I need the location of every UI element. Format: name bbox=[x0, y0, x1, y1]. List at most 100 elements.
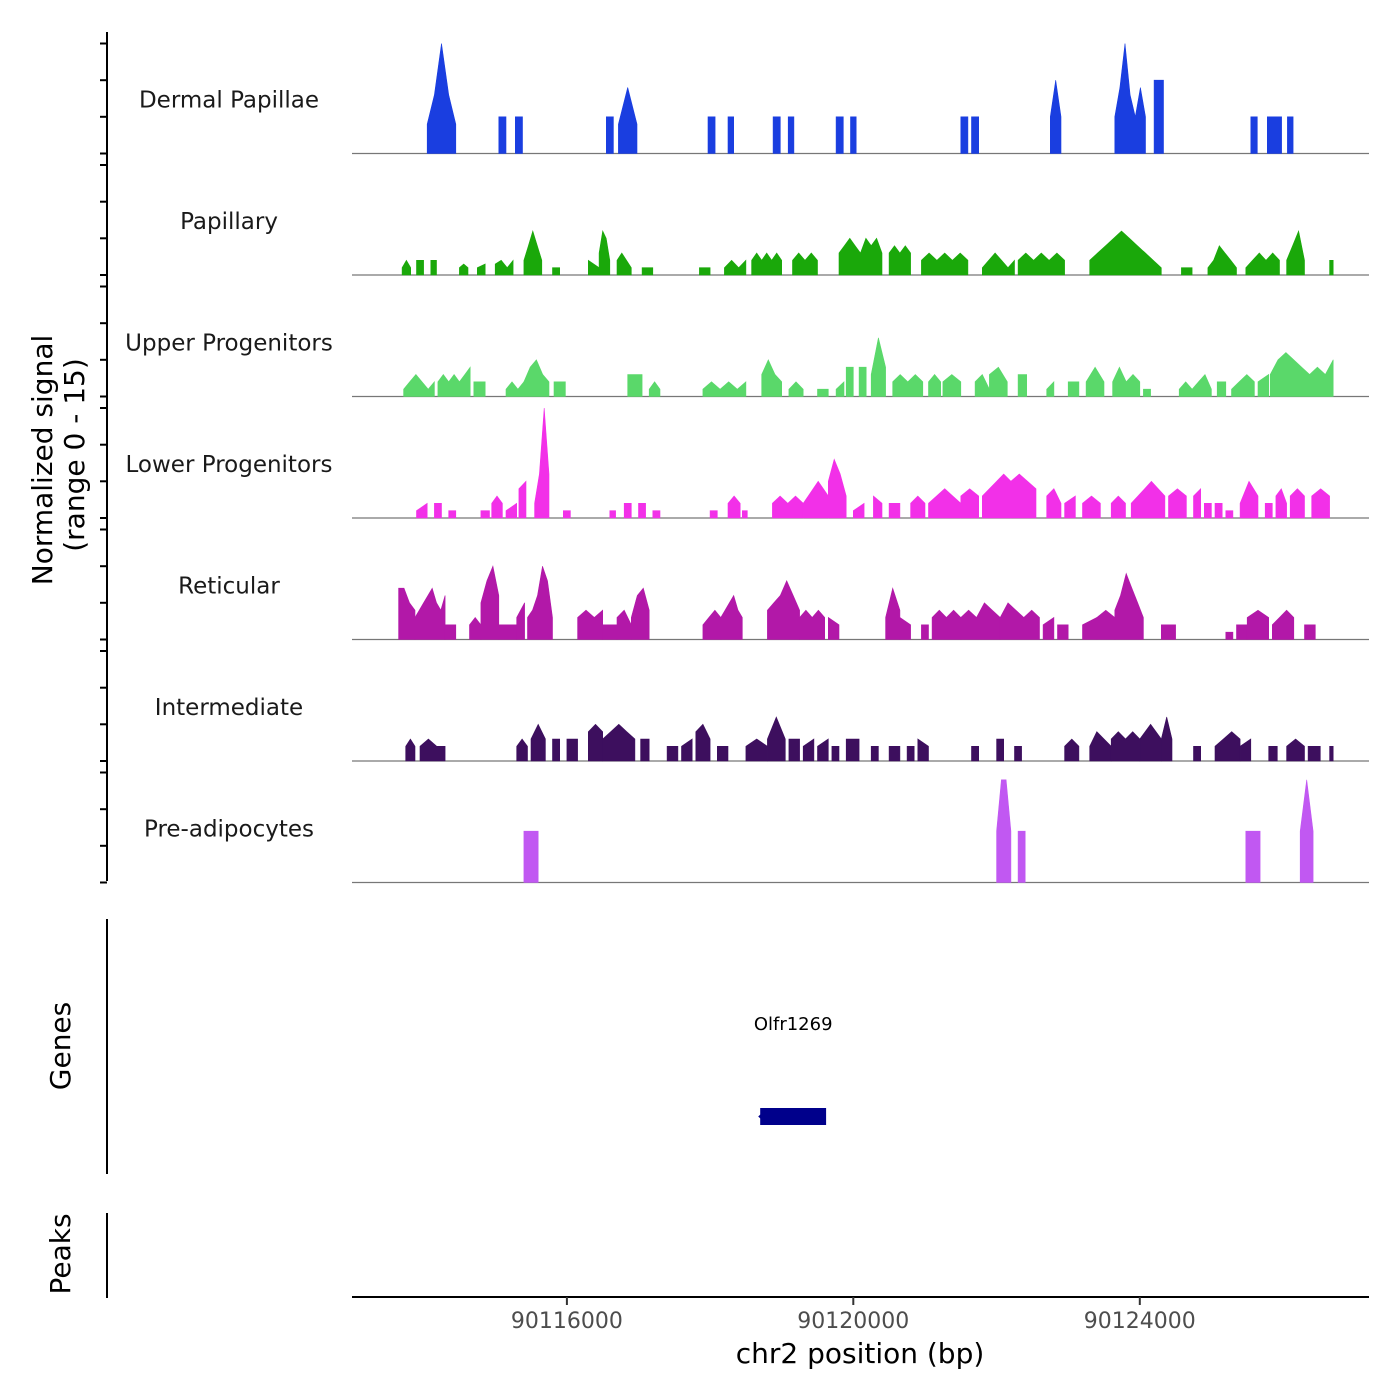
coverage-peak bbox=[996, 738, 1004, 762]
track-label: Dermal Papillae bbox=[139, 88, 319, 114]
coverage-peak bbox=[1017, 252, 1065, 276]
coverage-peak bbox=[1245, 830, 1261, 883]
coverage-peak bbox=[1193, 487, 1201, 519]
coverage-peak bbox=[1286, 229, 1305, 276]
coverage-peak bbox=[817, 738, 829, 762]
coverage-peak bbox=[480, 565, 500, 640]
coverage-peak bbox=[515, 116, 523, 154]
signal-axis-label-line2: (range 0 - 15) bbox=[58, 358, 91, 552]
x-tick-label: 90116000 bbox=[511, 1309, 623, 1334]
coverage-peak bbox=[921, 624, 929, 640]
coverage-peak bbox=[405, 738, 416, 762]
coverage-peak bbox=[845, 738, 860, 762]
track-label: Upper Progenitors bbox=[125, 331, 333, 357]
coverage-peak bbox=[745, 738, 768, 762]
coverage-peak bbox=[563, 510, 571, 519]
coverage-peak bbox=[1057, 624, 1069, 640]
coverage-peak bbox=[534, 407, 550, 519]
coverage-peak bbox=[498, 116, 507, 154]
coverage-peak bbox=[1168, 488, 1187, 519]
coverage-peak bbox=[971, 116, 979, 154]
coverage-peak bbox=[767, 580, 800, 640]
coverage-peak bbox=[702, 609, 722, 640]
coverage-peak bbox=[566, 738, 578, 762]
coverage-peak bbox=[899, 616, 911, 640]
coverage-peak bbox=[921, 252, 969, 276]
coverage-peak bbox=[788, 381, 804, 397]
coverage-peak bbox=[1216, 381, 1227, 397]
coverage-peak bbox=[1110, 495, 1126, 519]
coverage-peak bbox=[598, 230, 611, 276]
coverage-peak bbox=[434, 503, 442, 519]
track-lower-progenitors: Lower Progenitors bbox=[126, 407, 1369, 519]
coverage-peak bbox=[552, 738, 560, 762]
coverage-peak bbox=[828, 616, 840, 640]
track-dermal-papillae: Dermal Papillae bbox=[139, 43, 1369, 155]
coverage-peak bbox=[638, 503, 646, 519]
coverage-peak bbox=[1153, 79, 1164, 154]
x-axis-ticks: 90116000 90120000 90124000 bbox=[511, 1297, 1196, 1334]
coverage-peak bbox=[1050, 80, 1062, 154]
coverage-peak bbox=[974, 373, 990, 397]
coverage-peak bbox=[1289, 488, 1305, 519]
coverage-peak bbox=[720, 594, 743, 640]
coverage-peak bbox=[1064, 495, 1076, 519]
coverage-peak bbox=[1269, 352, 1334, 397]
coverage-peak bbox=[419, 738, 446, 762]
coverage-peak bbox=[631, 587, 650, 640]
coverage-peak bbox=[835, 381, 845, 397]
coverage-peak bbox=[802, 738, 815, 762]
coverage-peak bbox=[707, 116, 716, 154]
coverage-peak bbox=[742, 510, 748, 519]
coverage-peak bbox=[906, 746, 915, 762]
coverage-peak bbox=[641, 267, 654, 276]
coverage-peak bbox=[430, 260, 437, 276]
track-label: Reticular bbox=[178, 574, 280, 600]
coverage-peak bbox=[1225, 631, 1234, 640]
coverage-peak bbox=[403, 374, 435, 397]
coverage-peak bbox=[873, 495, 883, 519]
coverage-peak bbox=[751, 252, 782, 276]
coverage-peak bbox=[910, 495, 926, 519]
coverage-peak bbox=[469, 617, 482, 640]
coverage-peak bbox=[577, 609, 603, 640]
coverage-peak bbox=[787, 116, 795, 154]
coverage-peak bbox=[681, 738, 693, 762]
coverage-peak bbox=[831, 746, 840, 762]
coverage-peak bbox=[1245, 252, 1280, 276]
coverage-peak bbox=[1207, 245, 1237, 276]
coverage-peak bbox=[640, 738, 650, 762]
coverage-tracks: Dermal Papillae Papillary Upper Progenitor… bbox=[125, 43, 1369, 884]
coverage-peak bbox=[602, 624, 618, 640]
gene-strand-arrow bbox=[758, 1111, 765, 1122]
coverage-peak bbox=[1268, 746, 1278, 762]
track-label: Lower Progenitors bbox=[126, 452, 333, 478]
track-reticular: Reticular bbox=[178, 565, 1369, 641]
track-label: Pre-adipocytes bbox=[144, 817, 314, 843]
coverage-peak bbox=[609, 510, 616, 519]
genes-axis-label: Genes bbox=[44, 1002, 77, 1090]
gene-label: Olfr1269 bbox=[754, 1014, 833, 1035]
coverage-peak bbox=[553, 381, 566, 397]
coverage-peak bbox=[853, 502, 865, 519]
coverage-peak bbox=[971, 746, 979, 762]
coverage-peak bbox=[1178, 373, 1212, 397]
coverage-peak bbox=[518, 480, 527, 519]
gene-body bbox=[760, 1108, 827, 1125]
coverage-peak bbox=[1299, 779, 1314, 883]
coverage-peak bbox=[1287, 116, 1294, 154]
x-axis: 90116000 90120000 90124000 chr2 position (… bbox=[352, 1296, 1369, 1370]
coverage-peak bbox=[1064, 738, 1080, 762]
coverage-peak bbox=[1246, 609, 1269, 640]
coverage-peak bbox=[917, 738, 929, 762]
coverage-peak bbox=[1204, 503, 1212, 519]
coverage-peak bbox=[1236, 624, 1248, 640]
coverage-peak bbox=[491, 495, 503, 519]
coverage-peak bbox=[799, 609, 825, 640]
coverage-peak bbox=[505, 380, 525, 397]
x-tick-label: 90124000 bbox=[1084, 1309, 1196, 1334]
coverage-peak bbox=[616, 252, 632, 276]
coverage-peak bbox=[552, 267, 560, 276]
coverage-peak bbox=[802, 480, 829, 519]
coverage-peak bbox=[695, 723, 711, 762]
